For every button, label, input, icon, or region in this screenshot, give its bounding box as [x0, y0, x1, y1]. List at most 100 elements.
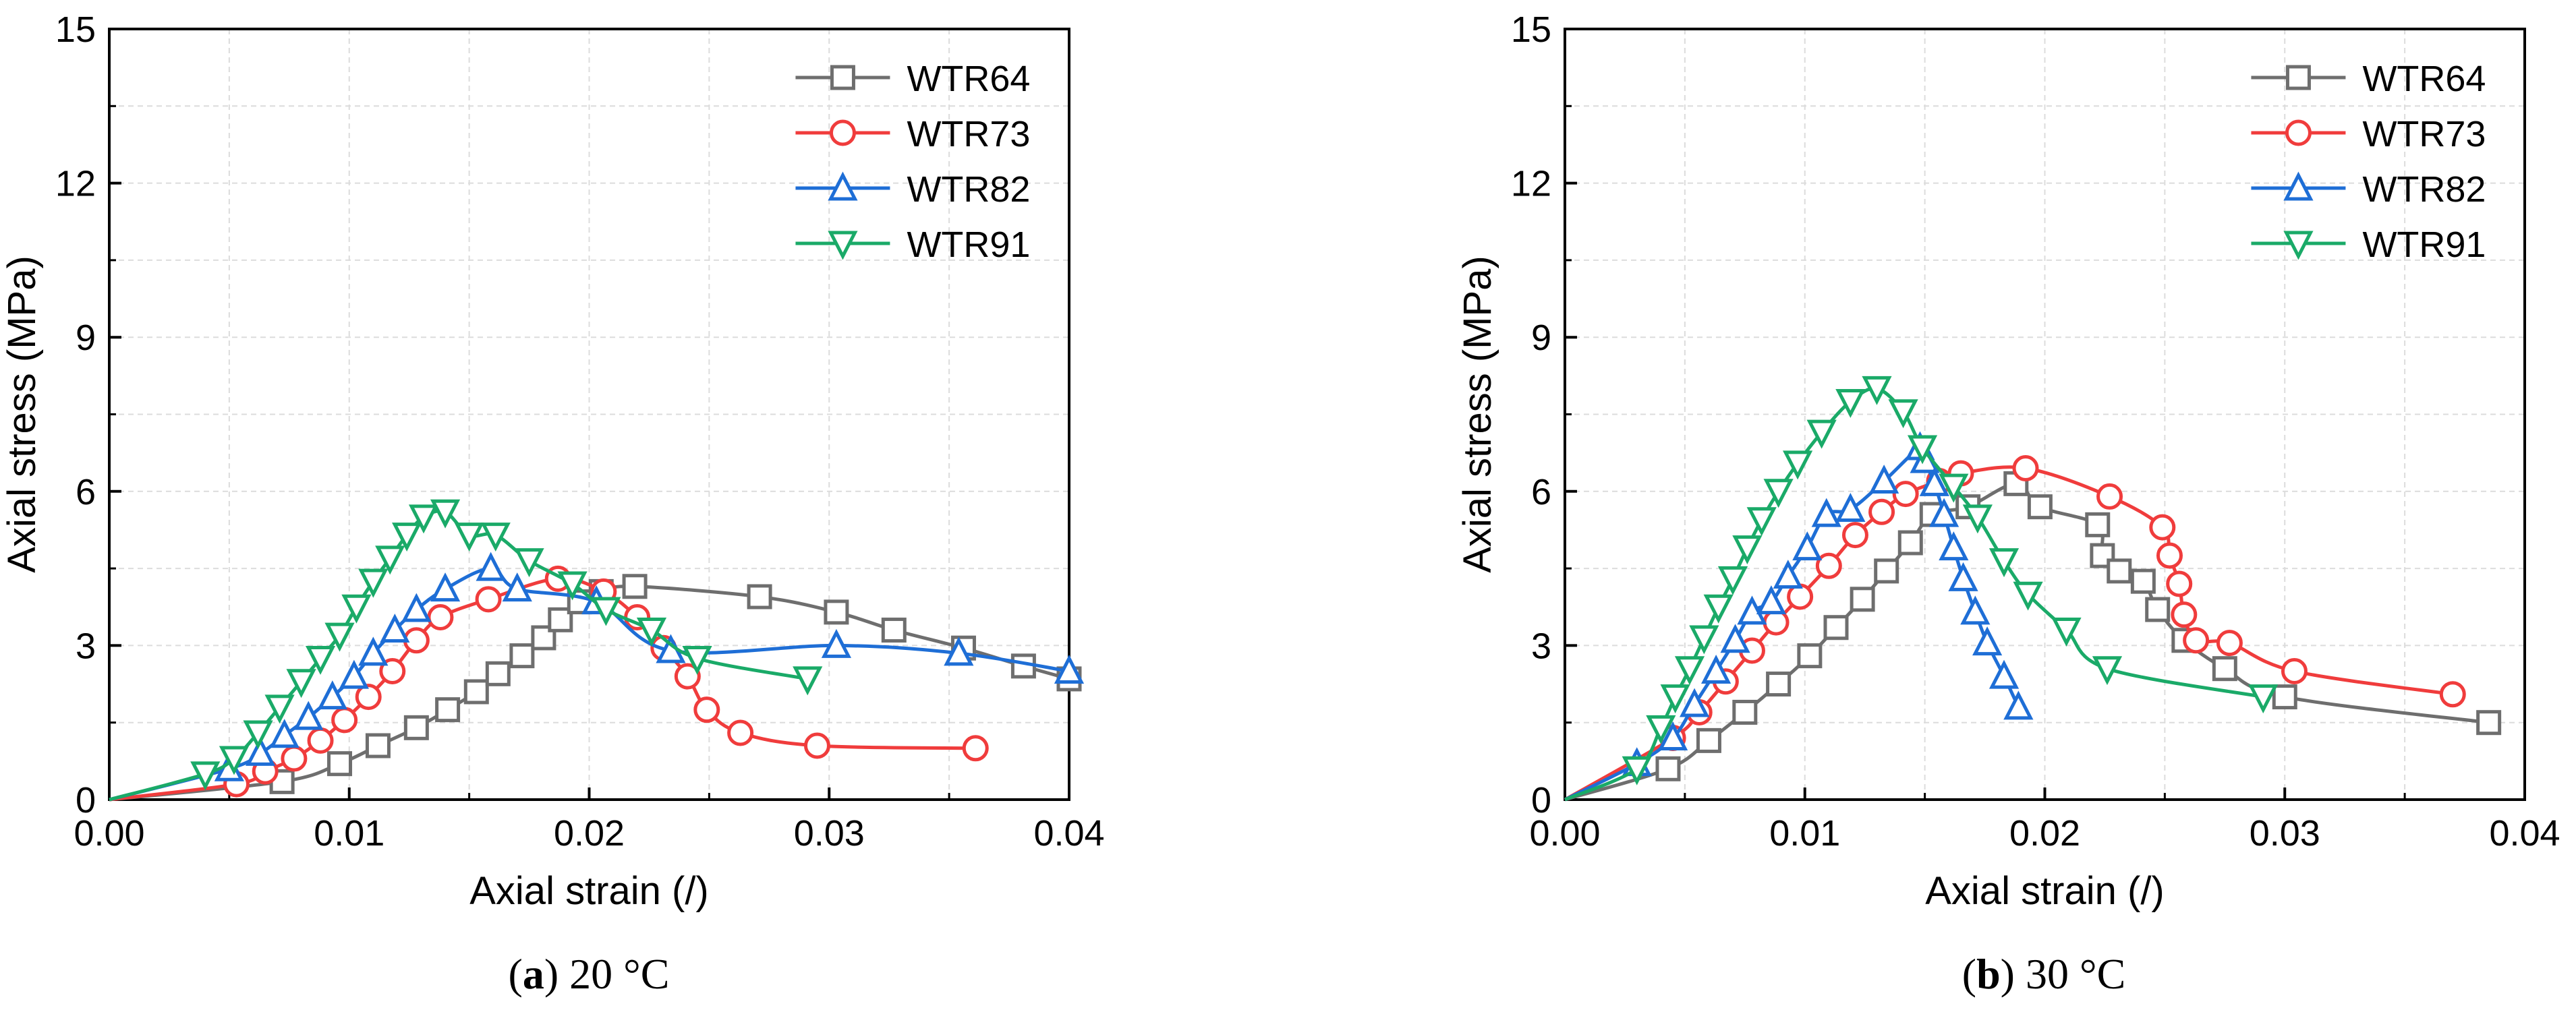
data-point-circle	[2281, 658, 2308, 684]
data-point-square	[2476, 710, 2502, 736]
legend: WTR64 WTR73 WTR82 WTR91	[2251, 59, 2486, 265]
data-point-circle	[281, 745, 308, 772]
data-point-triangle-down	[1988, 548, 2020, 578]
data-point-triangle-down	[636, 618, 667, 647]
data-point-triangle-down	[1962, 504, 1993, 534]
y-tick-label: 6	[76, 472, 96, 512]
data-point-square	[2145, 597, 2171, 622]
data-point-circle	[307, 727, 334, 754]
data-point-square	[1655, 756, 1681, 781]
data-point-triangle-down	[682, 645, 712, 675]
data-point-triangle-down	[1689, 625, 1719, 655]
chart-panel-b: 0.00 0.01 0.02 0.03 0.04 0 3 6 9 12 15 Axial strain…	[1456, 9, 2560, 998]
x-tick-label: 0.02	[554, 813, 625, 854]
data-point-circle	[2216, 630, 2243, 657]
data-point-circle	[962, 735, 989, 762]
data-point-triangle-up	[944, 636, 974, 666]
data-point-circle	[2012, 455, 2039, 482]
data-point-circle	[2285, 119, 2312, 146]
y-axis-label: Axial stress (MPa)	[1456, 256, 1499, 573]
data-point-square	[1897, 530, 1923, 556]
data-point-circle	[475, 586, 502, 613]
data-point-triangle-up	[1773, 560, 1803, 589]
data-point-square	[2130, 568, 2156, 594]
legend-label: WTR73	[2362, 114, 2486, 154]
data-point-triangle-up	[1720, 624, 1750, 653]
data-point-triangle-down	[190, 761, 221, 791]
x-tick-label: 0.04	[1033, 813, 1104, 854]
caption-letter: a	[523, 950, 544, 998]
data-point-triangle-down	[264, 694, 295, 724]
data-point-circle	[2166, 570, 2193, 597]
data-point-triangle-up	[1835, 493, 1866, 522]
data-point-triangle-up	[430, 572, 461, 602]
data-point-circle	[674, 663, 701, 690]
data-point-square	[830, 65, 855, 90]
data-point-triangle-down	[1717, 566, 1748, 595]
data-point-triangle-up	[1972, 626, 2003, 656]
data-point-circle	[331, 707, 358, 734]
data-point-triangle-up	[2283, 171, 2314, 201]
data-point-square	[881, 618, 907, 643]
data-point-square	[2085, 512, 2111, 537]
data-point-triangle-up	[1948, 562, 1978, 591]
data-point-triangle-up	[1792, 531, 1823, 561]
data-point-triangle-down	[591, 597, 621, 626]
data-point-triangle-up	[401, 593, 432, 622]
data-point-triangle-down	[480, 523, 511, 552]
data-point-triangle-down	[305, 645, 336, 675]
data-point-circle	[1841, 522, 1868, 549]
data-point-triangle-up	[1988, 659, 2020, 689]
legend-label: WTR91	[2362, 225, 2486, 265]
data-point-triangle-up	[1919, 467, 1949, 496]
data-point-triangle-up	[293, 701, 324, 730]
data-point-square	[2272, 684, 2297, 710]
y-tick-label: 15	[1511, 9, 1551, 50]
caption-paren-open: (	[1962, 950, 1976, 998]
data-point-square	[2027, 494, 2053, 520]
data-point-triangle-up	[2003, 690, 2034, 720]
data-point-square	[509, 643, 535, 669]
caption-paren-open: (	[509, 950, 523, 998]
legend-label: WTR73	[907, 114, 1030, 154]
data-point-triangle-up	[1054, 655, 1085, 684]
data-point-triangle-down	[1835, 388, 1866, 418]
x-tick-label: 0.03	[2250, 813, 2320, 854]
data-point-circle	[1787, 583, 1814, 610]
data-point-triangle-up	[1928, 498, 1959, 527]
data-point-square	[1732, 699, 1758, 725]
data-point-triangle-down	[2283, 231, 2314, 260]
legend-label: WTR82	[907, 169, 1030, 210]
data-point-triangle-up	[380, 614, 410, 643]
data-point-triangle-down	[324, 622, 355, 652]
y-tick-label: 15	[55, 9, 96, 50]
data-point-triangle-up	[1680, 688, 1710, 717]
data-point-triangle-down	[1763, 479, 1794, 508]
data-point-triangle-down	[341, 594, 372, 624]
caption-text: 30 °C	[2015, 950, 2125, 998]
data-point-triangle-up	[1960, 595, 1991, 625]
x-tick-label: 0.00	[1529, 813, 1600, 854]
y-tick-label: 0	[1531, 780, 1551, 821]
data-point-triangle-up	[1811, 498, 1841, 527]
data-point-triangle-up	[476, 552, 506, 581]
data-point-circle	[2096, 483, 2123, 510]
data-point-square	[824, 599, 849, 625]
data-point-triangle-down	[1746, 507, 1777, 537]
data-point-square	[1823, 615, 1849, 641]
data-point-triangle-down	[1674, 656, 1705, 686]
caption-paren-close: )	[544, 950, 559, 998]
x-axis-label: Axial strain (/)	[1925, 869, 2165, 913]
series-wtr73	[1564, 455, 2466, 802]
data-point-circle	[355, 684, 382, 711]
data-point-triangle-up	[1756, 585, 1787, 615]
data-point-triangle-up	[339, 659, 369, 689]
data-point-square	[2107, 558, 2132, 584]
x-tick-label: 0.01	[1769, 813, 1840, 854]
data-point-triangle-down	[1660, 684, 1690, 714]
data-point-square	[463, 679, 489, 705]
y-tick-label: 3	[1531, 626, 1551, 666]
data-point-square	[1874, 558, 1899, 584]
data-point-triangle-down	[358, 568, 389, 598]
